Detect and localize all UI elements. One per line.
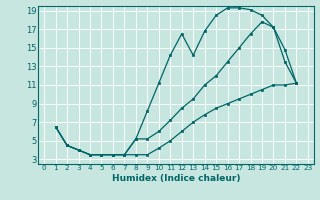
- X-axis label: Humidex (Indice chaleur): Humidex (Indice chaleur): [112, 174, 240, 183]
